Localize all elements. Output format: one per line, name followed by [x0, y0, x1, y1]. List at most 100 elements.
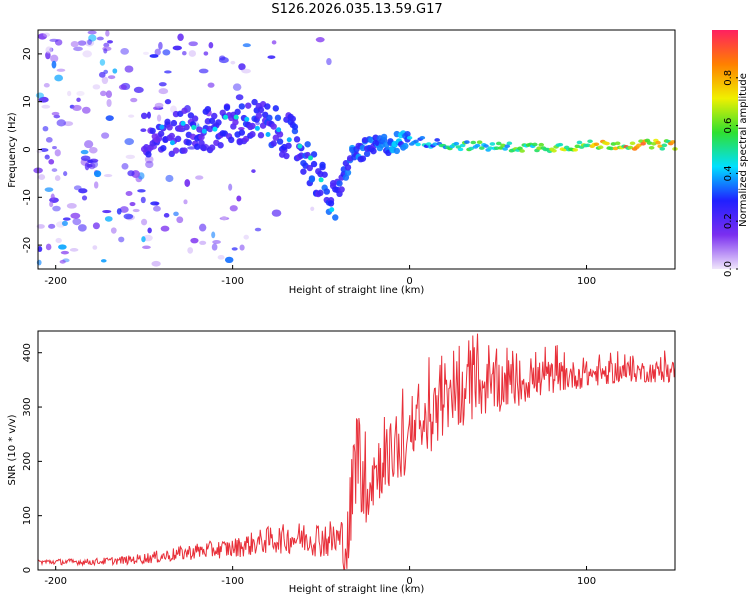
spectrogram-cell [310, 151, 318, 158]
spectrogram-cell [36, 149, 42, 154]
spectrogram-cell [359, 155, 367, 162]
spectrogram-cell [116, 208, 122, 215]
spectrogram-cell [229, 205, 238, 212]
spectrogram-cell [147, 227, 152, 234]
spectrogram-cell [204, 105, 212, 113]
spectrogram-cell [211, 243, 218, 251]
spectrogram-cell [648, 145, 655, 150]
spectrogram-cell [332, 214, 339, 221]
spectrogram-cell [198, 223, 207, 232]
spectrogram-cell [432, 142, 438, 146]
spectrogram-cell [76, 91, 85, 97]
spectrogram-cell [43, 83, 50, 88]
spectrogram-cell [188, 41, 198, 47]
spectrogram-cell [655, 140, 661, 145]
spectrogram-cell [101, 132, 110, 139]
spectrogram-cell [457, 147, 464, 152]
spectrogram-cell [118, 84, 127, 90]
spectrogram-cell [201, 128, 207, 134]
spectrogram-cell [406, 136, 413, 140]
spectrogram-cell [308, 176, 316, 183]
spectrogram-cell [158, 82, 167, 87]
spectrogram-cell [604, 141, 610, 146]
spectrogram-cell [151, 260, 161, 267]
spectrogram-cell [336, 180, 343, 187]
spectrogram-cell [249, 131, 256, 138]
spectrogram-cell [118, 236, 125, 243]
spectrogram-cell [173, 211, 179, 217]
spectrogram-cell [489, 142, 496, 146]
spectrogram-cell [257, 132, 265, 139]
spectrogram-cell [103, 174, 113, 178]
spectrogram-cell [272, 105, 280, 112]
snr-y-tick-label: 100 [22, 506, 33, 525]
spectrogram-cell [670, 140, 676, 144]
spectrogram-cell [228, 136, 235, 144]
snr-panel: -200 -100 0 100 0 100 200 300 400 Height of stra… [7, 330, 676, 595]
snr-y-tick-label: 300 [22, 397, 33, 416]
spectrogram-cell [49, 38, 59, 42]
spectrogram-cell [176, 216, 184, 224]
spectrogram-cell [254, 125, 260, 131]
spectrogram-cell [413, 139, 419, 144]
spectrogram-cell [51, 168, 58, 172]
spectrogram-cell [55, 237, 62, 244]
spectrogram-cell [172, 45, 182, 51]
spectrogram-cell [169, 140, 175, 146]
spectrogram-cell [532, 142, 538, 147]
spectrogram-cell [283, 152, 290, 160]
spectrogram-cell [41, 104, 51, 109]
spectrogram-cell [165, 174, 174, 183]
spectrogram-cell [164, 99, 172, 105]
spectrogram-cell [52, 145, 57, 150]
spectrogram-cell [145, 160, 154, 169]
spectrogram-cell [121, 162, 129, 170]
spectrogram-y-axis-label: Frequency (Hz) [7, 112, 18, 188]
spectrogram-cell [183, 199, 188, 205]
spectrogram-cell [198, 139, 205, 147]
spectrogram-cell [415, 142, 421, 147]
spectrogram-cell [557, 142, 564, 147]
spectrogram-cell [289, 115, 296, 123]
spectrogram-cell [53, 114, 61, 119]
spectrogram-cell [44, 154, 50, 160]
spectrogram-cell [239, 244, 245, 251]
spectrogram-cell [502, 147, 508, 151]
spectrogram-cell [54, 74, 64, 82]
colorbar-tick-label: 0.6 [723, 118, 734, 134]
spectrogram-cell [107, 40, 113, 44]
spectrogram-cell [587, 139, 593, 144]
spectrogram-cell [181, 107, 188, 114]
spectrogram-x-tick-label: 0 [406, 276, 412, 287]
spectrogram-cell [404, 130, 411, 138]
spectrogram-cell [87, 30, 97, 35]
spectrogram-cell [51, 111, 60, 116]
spectrogram-cell [326, 57, 332, 66]
spectrogram-cell [146, 111, 151, 119]
spectrogram-cell [149, 127, 156, 135]
spectrogram-cell [58, 244, 67, 250]
spectrogram-cell [105, 30, 110, 37]
spectrogram-cell [223, 104, 231, 111]
snr-y-axis-label: SNR (10 * v/v) [7, 414, 18, 485]
spectrogram-cell [145, 151, 152, 158]
spectrogram-cell [495, 141, 502, 146]
spectrogram-cell [211, 231, 216, 239]
spectrogram-cell [93, 181, 99, 189]
snr-x-tick-label: 0 [406, 576, 412, 587]
spectrogram-cell [271, 209, 282, 217]
spectrogram-cell [159, 124, 165, 130]
colorbar: 0.0 0.2 0.4 0.6 0.8 Normalized spectral ampl… [712, 30, 749, 277]
spectrogram-cell [329, 207, 335, 213]
spectrogram-cell [500, 143, 506, 148]
spectrogram-cell [172, 147, 180, 154]
spectrogram-x-axis-label: Height of straight line (km) [289, 285, 425, 296]
spectrogram-cell [54, 149, 61, 157]
spectrogram-cell [154, 102, 164, 109]
spectrogram-cell [254, 227, 262, 232]
spectrogram-cell [60, 250, 69, 255]
spectrogram-cell [105, 115, 114, 122]
spectrogram-cell [230, 60, 236, 65]
